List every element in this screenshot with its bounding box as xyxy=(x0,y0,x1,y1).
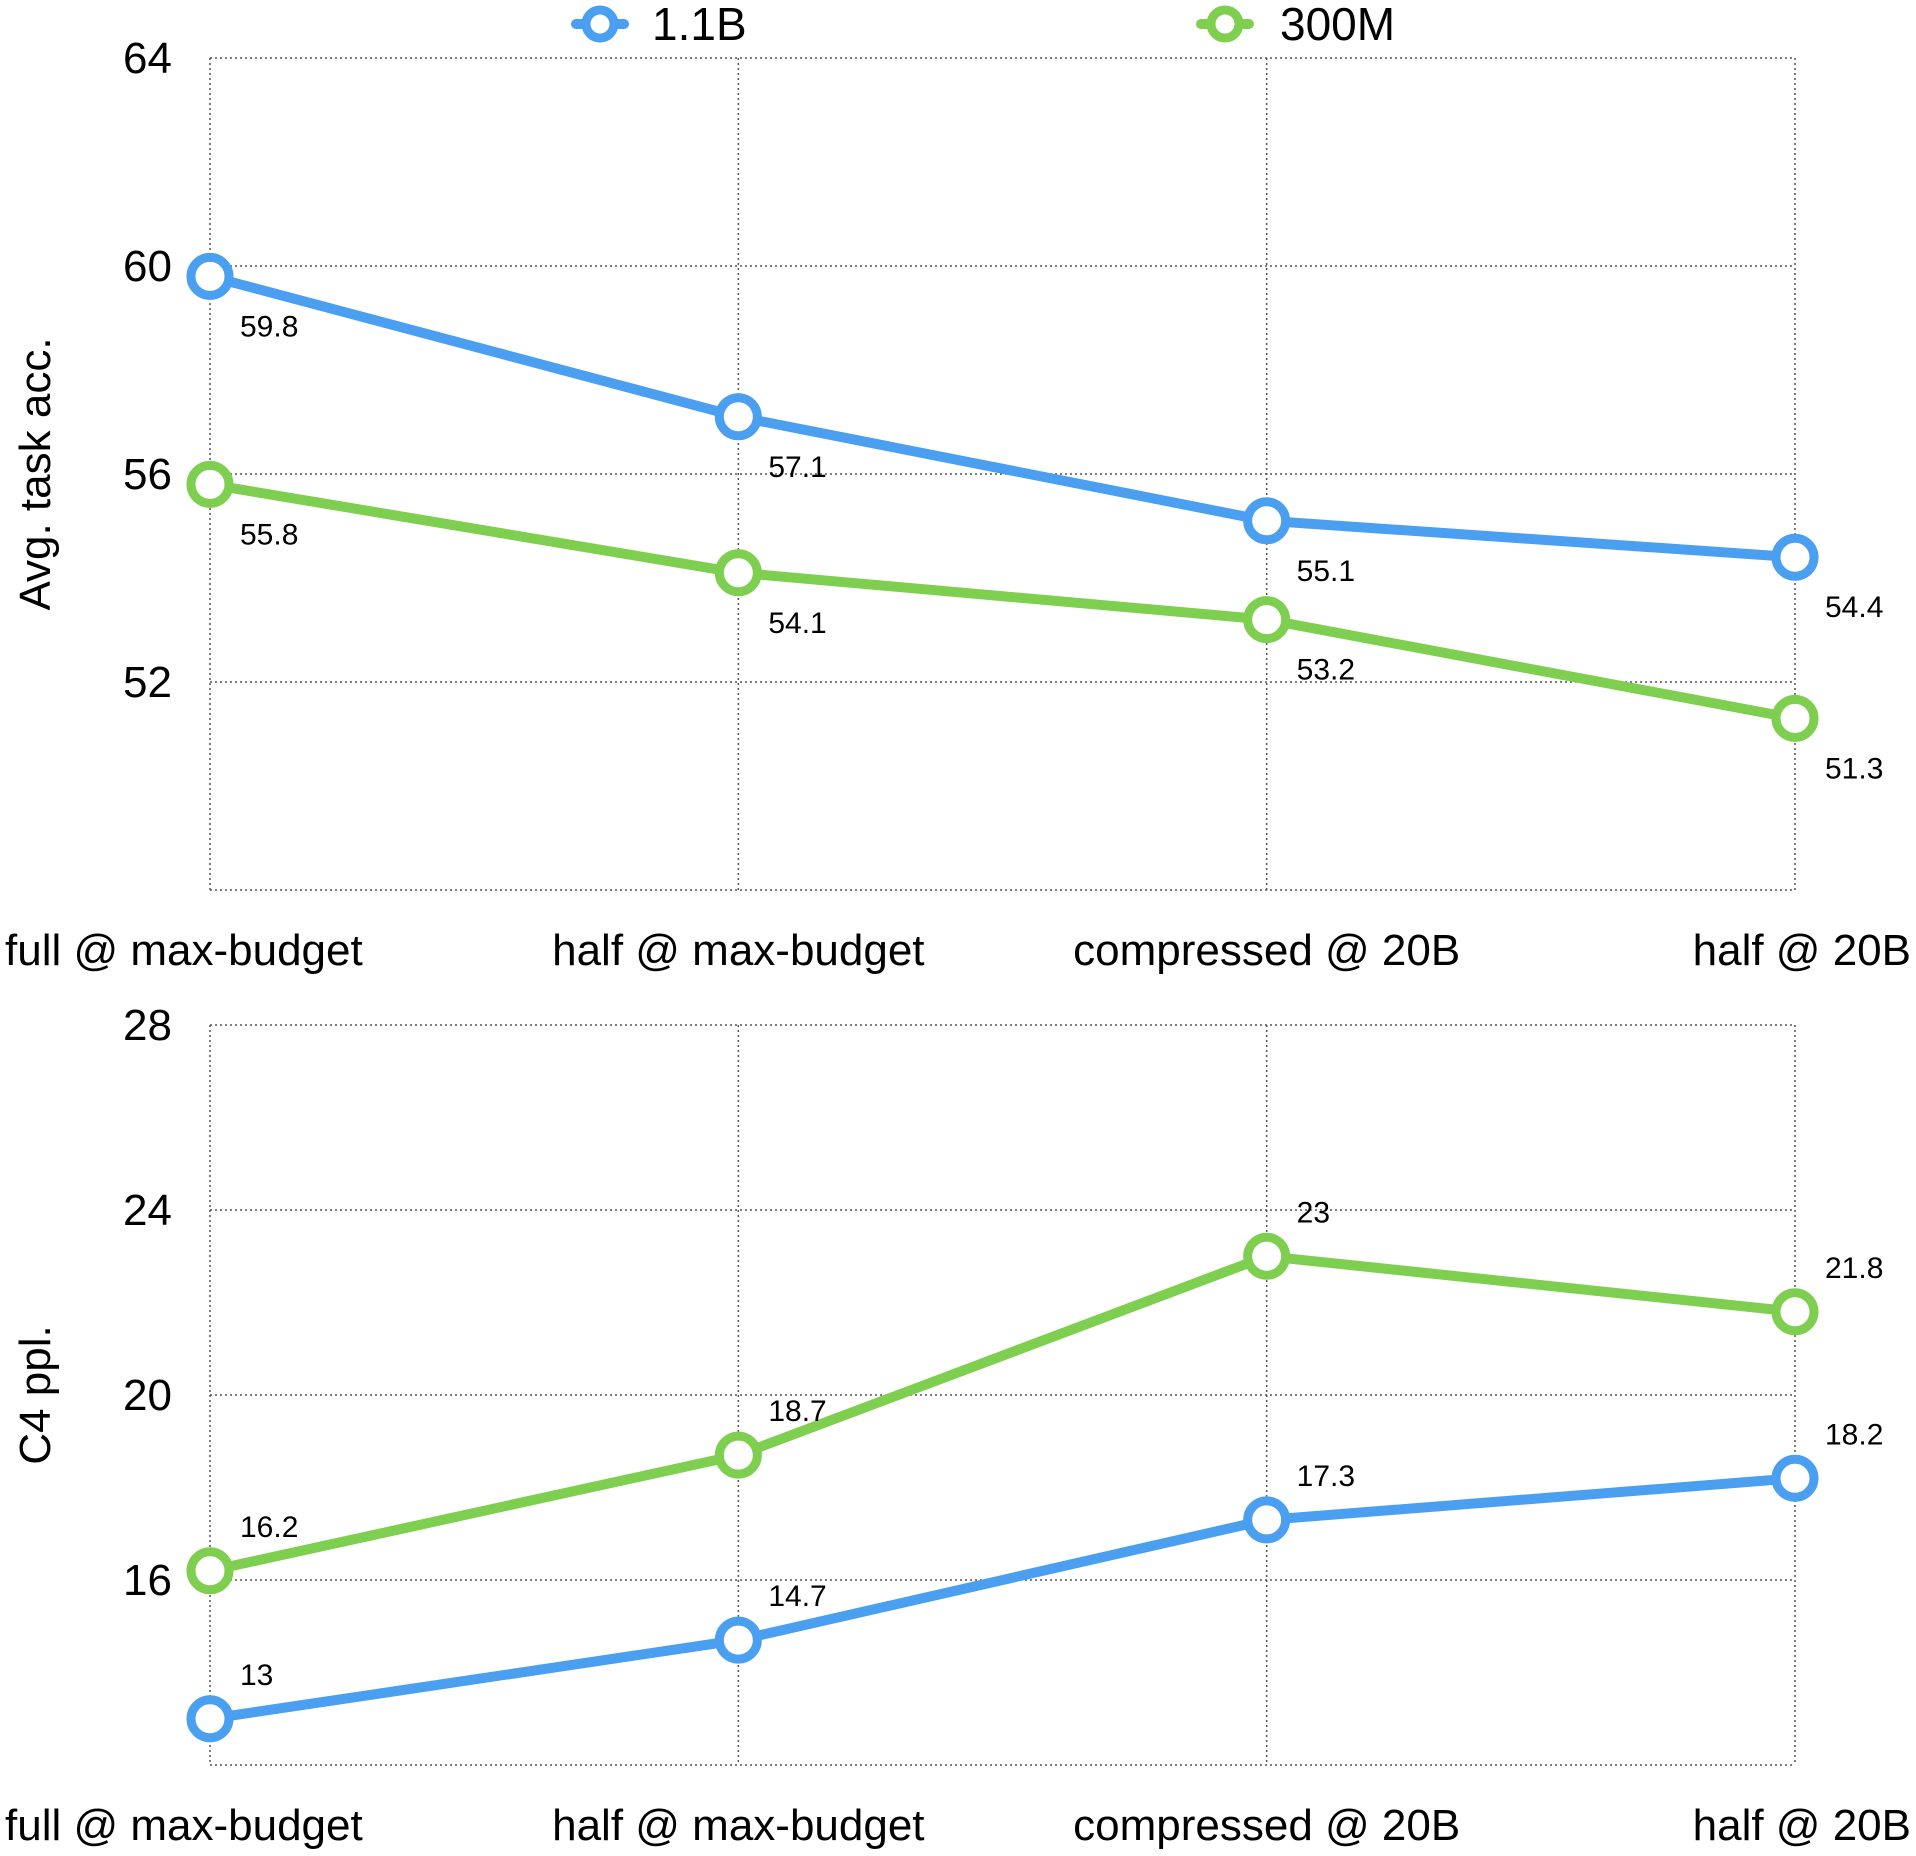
data-label: 51.3 xyxy=(1825,752,1883,785)
x-category-label: half @ 20B xyxy=(1693,926,1911,975)
legend-label: 1.1B xyxy=(652,0,747,50)
y-tick-label: 52 xyxy=(123,658,172,707)
data-point xyxy=(186,1695,234,1743)
data-point xyxy=(714,1431,762,1479)
data-point xyxy=(1771,1454,1819,1502)
data-label: 55.1 xyxy=(1297,555,1355,588)
x-category-label: half @ 20B xyxy=(1693,1801,1911,1850)
y-tick-label: 28 xyxy=(123,1001,172,1050)
data-label: 21.8 xyxy=(1825,1252,1883,1285)
x-category-label: full @ max-budget xyxy=(5,1801,363,1850)
data-point xyxy=(1243,497,1291,545)
data-point xyxy=(1771,1288,1819,1336)
y-tick-label: 16 xyxy=(123,1556,172,1605)
data-point xyxy=(714,1616,762,1664)
x-category-label: half @ max-budget xyxy=(552,1801,924,1850)
series-line xyxy=(205,271,1800,563)
data-point xyxy=(1243,1496,1291,1544)
data-point xyxy=(186,460,234,508)
data-label: 57.1 xyxy=(768,451,826,484)
data-label: 55.8 xyxy=(240,518,298,551)
data-label: 23 xyxy=(1297,1196,1330,1229)
x-category-label: half @ max-budget xyxy=(552,926,924,975)
data-point xyxy=(714,393,762,441)
data-point xyxy=(1243,596,1291,644)
data-label: 18.2 xyxy=(1825,1418,1883,1451)
data-label: 16.2 xyxy=(240,1511,298,1544)
data-label: 13 xyxy=(240,1659,273,1692)
series-line xyxy=(205,479,1800,724)
y-tick-label: 60 xyxy=(123,242,172,291)
series-line xyxy=(205,1473,1800,1724)
data-label: 17.3 xyxy=(1297,1460,1355,1493)
data-label: 14.7 xyxy=(768,1580,826,1613)
chart-panel-2: 16 20 24 28 C4 ppl. full @ max-budget half @ m… xyxy=(5,1001,1911,1850)
chart-panel-1: 52 56 60 64 Avg. task acc. full @ max-budget h… xyxy=(5,34,1911,975)
series-1.1b: 13 14.7 17.3 18.2 xyxy=(186,1418,1883,1743)
legend-item-300m: 300M xyxy=(1196,0,1395,50)
legend-marker xyxy=(581,5,619,43)
data-label: 18.7 xyxy=(768,1395,826,1428)
data-point xyxy=(1771,694,1819,742)
data-label: 53.2 xyxy=(1297,654,1355,687)
data-label: 54.1 xyxy=(768,607,826,640)
data-point xyxy=(1771,533,1819,581)
data-point xyxy=(1243,1232,1291,1280)
data-label: 54.4 xyxy=(1825,591,1883,624)
y-tick-label: 20 xyxy=(123,1371,172,1420)
y-axis-label: Avg. task acc. xyxy=(11,337,60,610)
data-point xyxy=(186,1547,234,1595)
series-300m: 16.2 18.7 23 21.8 xyxy=(186,1196,1883,1595)
legend-marker xyxy=(1206,5,1244,43)
data-point xyxy=(714,549,762,597)
data-label: 59.8 xyxy=(240,310,298,343)
y-tick-label: 64 xyxy=(123,34,172,83)
legend-item-1.1b: 1.1B xyxy=(571,0,747,50)
series-300m: 55.8 54.1 53.2 51.3 xyxy=(186,460,1883,785)
data-point xyxy=(186,252,234,300)
x-category-label: full @ max-budget xyxy=(5,926,363,975)
y-tick-label: 56 xyxy=(123,450,172,499)
y-axis-label: C4 ppl. xyxy=(11,1325,60,1464)
x-category-label: compressed @ 20B xyxy=(1073,1801,1460,1850)
series-1.1b: 59.8 57.1 55.1 54.4 xyxy=(186,252,1883,624)
series-line xyxy=(205,1251,1800,1576)
x-category-label: compressed @ 20B xyxy=(1073,926,1460,975)
y-tick-label: 24 xyxy=(123,1186,172,1235)
legend-label: 300M xyxy=(1280,0,1395,50)
